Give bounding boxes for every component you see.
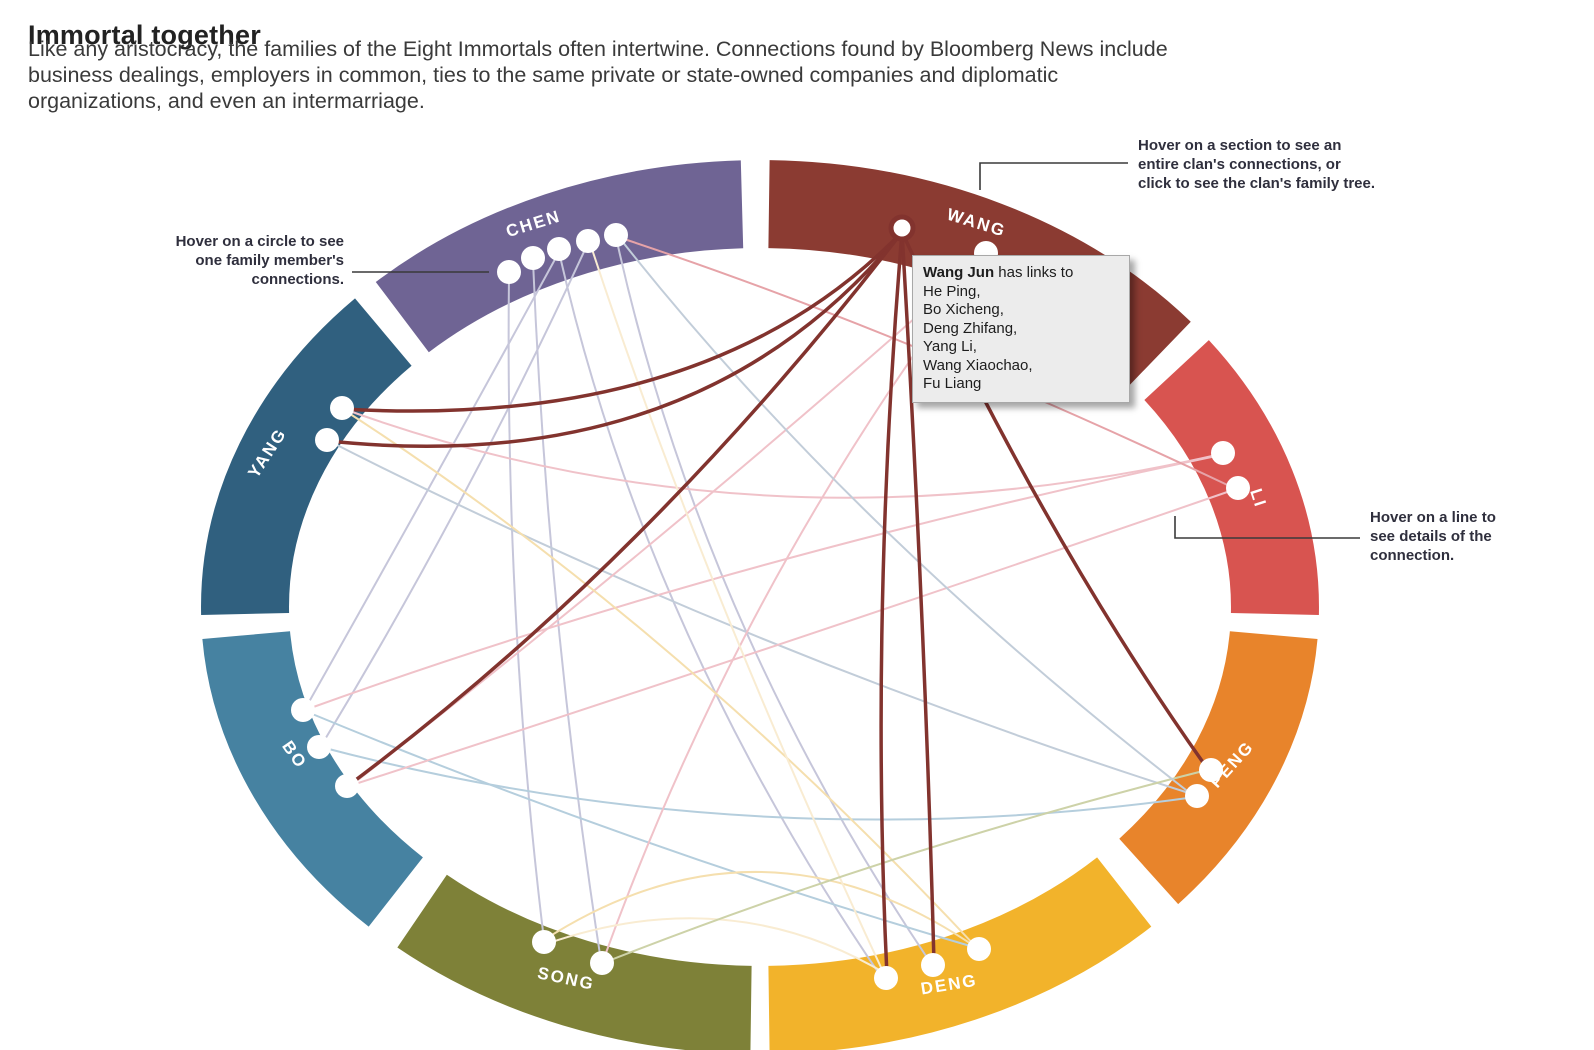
annotation-line: one family member's (195, 252, 344, 269)
annotation-line: connection. (1370, 547, 1455, 564)
node-bo-2[interactable] (307, 735, 331, 759)
node-chen-3[interactable] (547, 237, 571, 261)
arc-peng[interactable] (1118, 630, 1318, 905)
node-li-2[interactable] (1226, 476, 1250, 500)
node-deng-1[interactable] (874, 966, 898, 990)
tooltip-header-suffix: has links to (994, 264, 1074, 281)
node-peng-1[interactable] (1199, 758, 1223, 782)
member-nodes (291, 214, 1250, 990)
subtitle-line: Like any aristocracy, the families of th… (28, 37, 1168, 61)
chord-chen-deng[interactable] (615, 236, 931, 963)
arc-bo[interactable] (202, 630, 424, 927)
leader-line-annotation (1174, 516, 1360, 539)
annotation-line: Hover on a section to see an (1138, 137, 1342, 154)
annotation-hover-line: Hover on a line to see details of the co… (1370, 508, 1496, 565)
tooltip-link: Wang Xiaochao, (923, 356, 1033, 374)
node-chen-4[interactable] (576, 229, 600, 253)
arc-yang[interactable] (201, 298, 412, 615)
subtitle-line: business dealings, employers in common, … (28, 63, 1059, 87)
node-bo-1[interactable] (291, 698, 315, 722)
arc-chen[interactable] (375, 160, 744, 353)
node-yang-1[interactable] (330, 396, 354, 420)
chord-song-deng[interactable] (545, 917, 889, 976)
tooltip-link: Yang Li, (923, 338, 977, 355)
node-li-1[interactable] (1211, 441, 1235, 465)
annotation-line: entire clan's connections, or (1138, 156, 1341, 173)
node-song-2[interactable] (590, 951, 614, 975)
node-chen-1[interactable] (497, 260, 521, 284)
connections-tooltip: Wang Jun has links to He Ping, Bo Xichen… (912, 255, 1130, 403)
chord-chen-song[interactable] (507, 273, 545, 941)
chord-deng-chen[interactable] (589, 242, 886, 977)
annotation-line: click to see the clan's family tree. (1138, 175, 1376, 192)
chord-song-peng[interactable] (602, 769, 1208, 964)
chord-chen-bo[interactable] (304, 251, 560, 710)
chord-bo-peng[interactable] (320, 746, 1196, 821)
chord-bo-deng[interactable] (304, 710, 978, 949)
node-deng-3[interactable] (967, 937, 991, 961)
chord-chen-deng[interactable] (558, 251, 881, 976)
leader-section-annotation (979, 162, 1128, 190)
annotation-line: Hover on a line to (1370, 509, 1496, 526)
tooltip-header: Wang Jun has links to (923, 264, 1119, 283)
chord-deng-yang[interactable] (343, 409, 978, 949)
annotation-hover-section: Hover on a section to see an entire clan… (1138, 136, 1375, 193)
tooltip-link: Bo Xicheng, (923, 301, 1004, 318)
tooltip-link: He Ping, (923, 282, 981, 300)
tooltip-link: Fu Liang (923, 375, 982, 392)
annotation-line: Hover on a circle to see (175, 233, 344, 250)
chord-wangjun-yang-1[interactable] (342, 230, 904, 413)
node-yang-2[interactable] (315, 428, 339, 452)
tooltip-link: Deng Zhifang, (923, 319, 1018, 337)
node-peng-2[interactable] (1185, 784, 1209, 808)
node-wang-jun-selected[interactable] (888, 214, 916, 242)
chord-chen-song[interactable] (532, 260, 602, 962)
tooltip-person-name: Wang Jun (923, 264, 995, 281)
highlighted-chords-wang-jun (327, 230, 1209, 978)
subtitle-line: organizations, and even an intermarriage… (28, 89, 425, 113)
node-deng-2[interactable] (921, 953, 945, 977)
leader-lines (352, 162, 1360, 539)
chord-bo-li[interactable] (348, 488, 1237, 787)
annotation-hover-circle: Hover on a circle to see one family memb… (84, 232, 344, 289)
chord-song-deng[interactable] (543, 870, 978, 949)
node-chen-2[interactable] (521, 246, 545, 270)
arc-deng[interactable] (768, 857, 1152, 1050)
chord-wangjun-bo[interactable] (347, 230, 904, 787)
node-bo-3[interactable] (335, 774, 359, 798)
arc-song[interactable] (397, 874, 752, 1050)
chord-chen-bo[interactable] (320, 242, 589, 747)
node-chen-5[interactable] (604, 223, 628, 247)
chord-yang-li[interactable] (343, 408, 1222, 499)
page-title: Immortal together (28, 20, 261, 51)
chord-wangjun-deng-2[interactable] (900, 230, 936, 965)
chord-yang-peng[interactable] (328, 440, 1196, 796)
chord-peng-chen[interactable] (617, 235, 1196, 798)
label-li: LI (1246, 486, 1270, 510)
annotation-line: connections. (251, 271, 344, 288)
node-song-1[interactable] (532, 930, 556, 954)
annotation-line: see details of the (1370, 528, 1492, 545)
chord-wangjun-yang-2[interactable] (327, 230, 904, 448)
chord-wangjun-deng-1[interactable] (879, 230, 904, 978)
chord-li-bo[interactable] (304, 454, 1222, 711)
connection-chords (304, 235, 1237, 977)
arc-li[interactable] (1143, 340, 1319, 615)
page-subtitle: Like any aristocracy, the families of th… (28, 36, 1168, 114)
